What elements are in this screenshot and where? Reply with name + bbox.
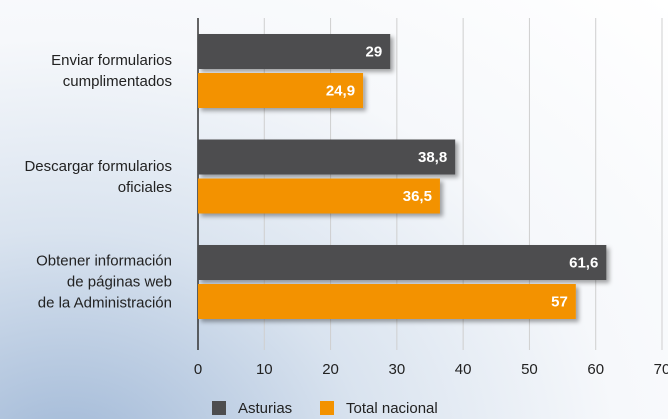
value-label: 61,6 xyxy=(569,254,598,271)
x-tick-label: 70 xyxy=(654,361,668,378)
bar xyxy=(198,73,364,108)
category-label: Obtener información de páginas web de la… xyxy=(36,252,172,312)
category-label: Descargar formularios oficiales xyxy=(24,157,172,196)
bar xyxy=(198,139,456,175)
x-tick-label: 0 xyxy=(194,361,202,378)
value-label: 24,9 xyxy=(326,82,355,99)
bar xyxy=(198,34,391,69)
x-tick-label: 20 xyxy=(322,361,339,378)
value-label: 57 xyxy=(551,293,568,310)
category-label: Enviar formularios cumplimentados xyxy=(51,52,172,90)
bar xyxy=(198,245,607,280)
bar xyxy=(198,284,576,319)
legend-label: Total nacional xyxy=(346,400,438,417)
x-tick-label: 10 xyxy=(256,361,273,378)
x-tick-label: 40 xyxy=(455,361,472,378)
bar xyxy=(198,178,440,214)
x-tick-label: 30 xyxy=(389,361,406,378)
value-label: 38,8 xyxy=(418,149,447,166)
value-label: 29 xyxy=(366,43,383,60)
legend-swatch xyxy=(320,401,334,415)
legend-label: Asturias xyxy=(238,400,292,417)
legend-swatch xyxy=(212,401,226,415)
x-tick-label: 60 xyxy=(587,361,604,378)
x-tick-label: 50 xyxy=(521,361,538,378)
value-label: 36,5 xyxy=(403,188,432,205)
